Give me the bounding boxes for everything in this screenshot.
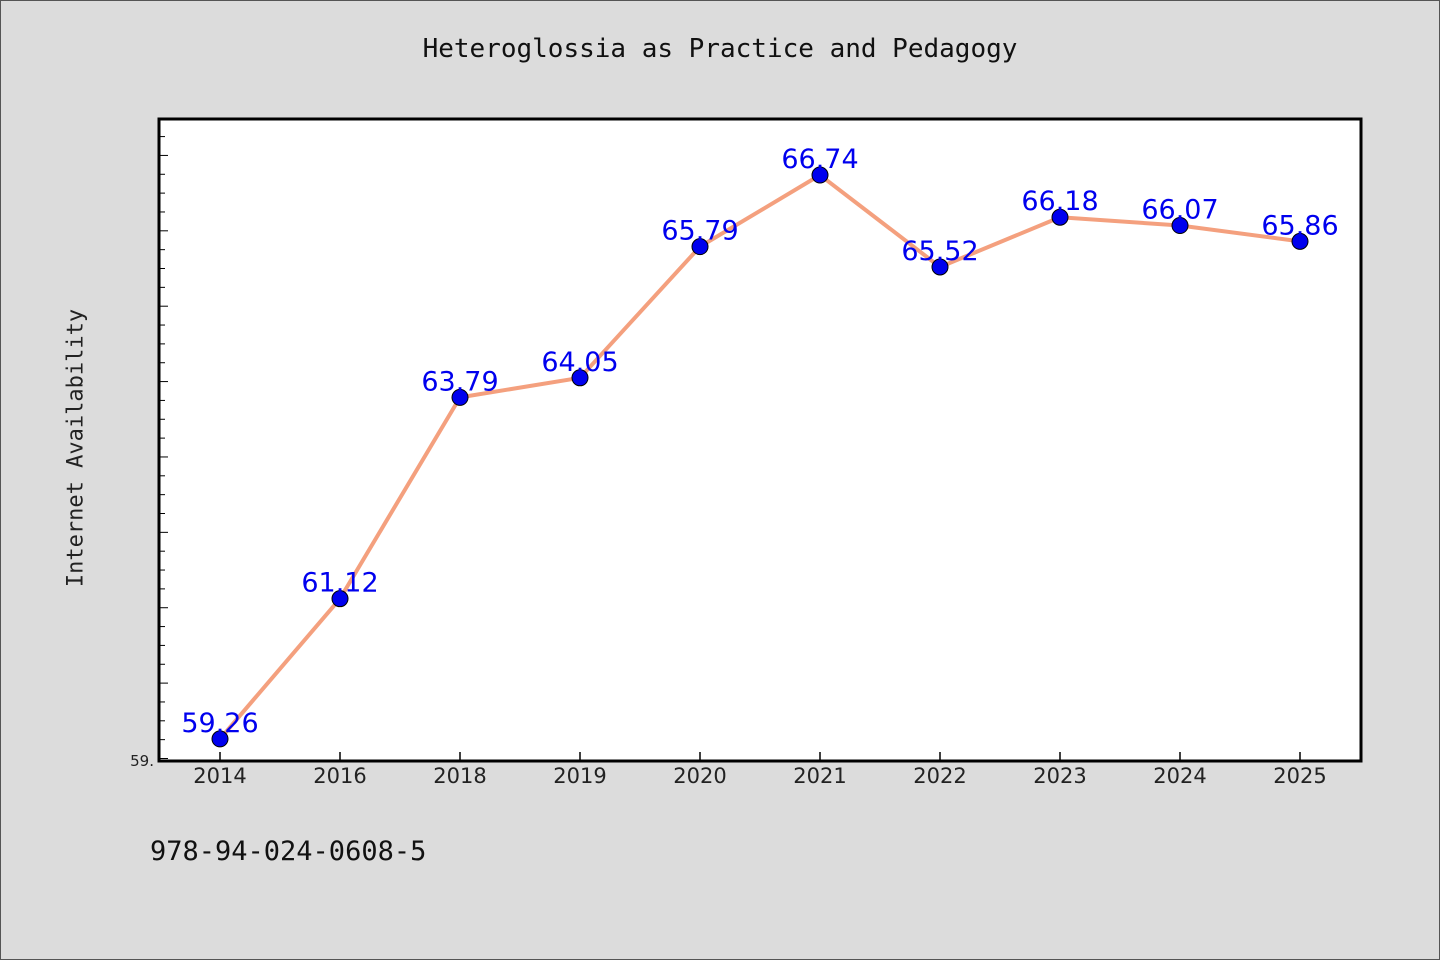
data-point [1171,217,1189,235]
x-tick-label: 2020 [673,764,726,788]
y-tick-label: 59. [130,752,154,770]
y-axis-ticks [160,136,168,759]
data-point [931,258,949,276]
x-tick-label: 2024 [1153,764,1206,788]
data-label: 59.26 [181,708,258,739]
data-label: 65.52 [901,236,978,267]
data-point [571,369,589,387]
isbn-text: 978-94-024-0608-5 [150,836,427,867]
series-line [218,173,1302,741]
data-label: 63.79 [421,366,498,397]
markers-group [211,166,1309,748]
x-tick-label: 2019 [553,764,606,788]
data-label: 61.12 [301,568,378,599]
data-point [1051,208,1069,226]
data-label: 66.74 [781,144,858,175]
x-tick-label: 2016 [313,764,366,788]
series-line-group [218,173,1302,741]
data-point [811,166,829,184]
data-label: 65.86 [1261,210,1338,241]
x-axis-ticks: 2014 2016 2018 2019 2020 2021 2022 2023 2024 2025 [193,752,1327,788]
data-label: 66.07 [1141,195,1218,226]
data-label: 64.05 [541,347,618,378]
x-tick-label: 2014 [193,764,246,788]
data-point [691,238,709,256]
data-point [1291,232,1309,250]
data-point [451,388,469,406]
data-label: 65.79 [661,216,738,247]
x-tick-label: 2025 [1273,764,1326,788]
data-label: 66.18 [1021,186,1098,217]
x-tick-label: 2023 [1033,764,1086,788]
chart-title: Heteroglossia as Practice and Pedagogy [422,34,1018,64]
data-point [211,730,229,748]
x-tick-label: 2021 [793,764,846,788]
x-tick-label: 2022 [913,764,966,788]
data-point [331,590,349,608]
x-tick-label: 2018 [433,764,486,788]
data-labels-group: 59.26 61.12 63.79 64.05 65.79 66.74 65.52 66.18… [181,144,1338,739]
